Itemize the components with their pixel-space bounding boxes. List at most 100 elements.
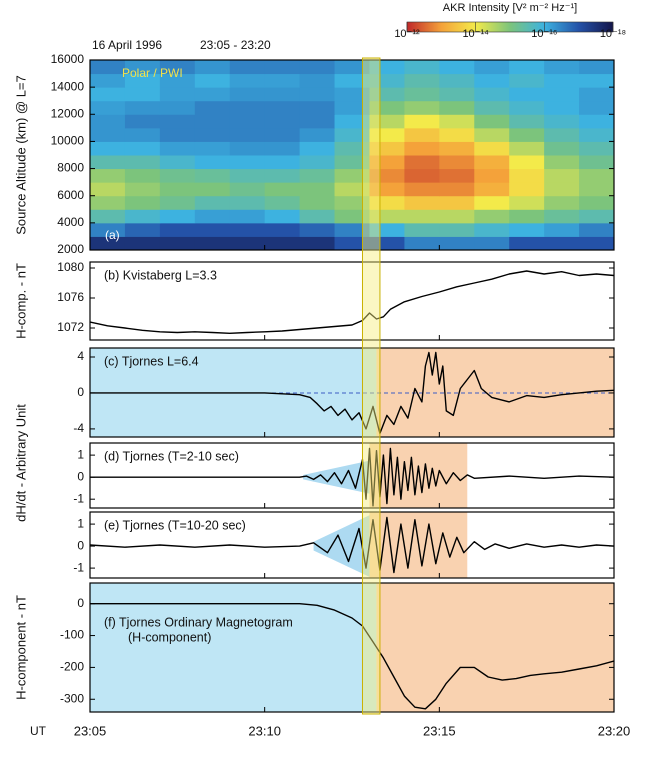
annotation: (c) Tjornes L=6.4 [104,354,199,368]
heatmap-cell [439,73,475,88]
heatmap-cell [124,155,161,170]
heatmap-cell [194,209,231,224]
heatmap-cell [474,73,510,88]
heatmap-cell [544,155,580,170]
heatmap-cell [474,141,510,156]
heatmap-cell [579,209,614,224]
heatmap-cell [229,155,266,170]
heatmap-cell [90,141,126,156]
heatmap-cell [544,100,580,115]
heatmap-cell [159,236,196,250]
y-tick-label: 0 [77,469,84,483]
heatmap-cell [264,155,301,170]
y-tick-label: 12000 [51,106,85,120]
heatmap-cell [334,60,370,75]
heatmap-cell [194,127,231,142]
heatmap-cell [124,236,161,250]
heatmap-cell [299,209,336,224]
heatmap-cell [334,236,370,250]
heatmap-cell [229,182,266,197]
heatmap-cell [229,195,266,210]
heatmap-cell [404,182,440,197]
heatmap-cell [90,60,126,75]
y-tick-label: 10000 [51,134,85,148]
heatmap-cell [369,114,405,129]
heatmap-cell [194,141,231,156]
heatmap-cell [299,155,336,170]
heatmap-cell [264,236,301,250]
highlight [361,57,381,715]
heatmap-cell [264,168,301,183]
y-tick-label: 4 [77,349,84,363]
heatmap-cell [509,155,545,170]
y-axis-label: Source Altitude (km) @ L=7 [13,75,28,235]
heatmap-cell [579,114,614,129]
heatmap-cell [439,236,475,250]
y-tick-label: -100 [60,628,84,642]
heatmap-cell [404,73,440,88]
heatmap-cell [509,60,545,75]
heatmap-cell [404,222,440,237]
heatmap-cell [90,73,126,88]
heatmap-cell [509,182,545,197]
heatmap-cell [90,222,126,237]
heatmap-cell [194,87,231,102]
heatmap-cell [229,127,266,142]
heatmap-cell [579,60,614,75]
heatmap-cell [229,73,266,88]
heatmap-cell [124,114,161,129]
heatmap-cell [124,100,161,115]
heatmap-cell [474,182,510,197]
heatmap-cell [299,60,336,75]
figure-title: 16 April 1996 [92,38,162,52]
heatmap-cell [474,195,510,210]
heatmap-cell [334,195,370,210]
heatmap-cell [509,87,545,102]
heatmap-cell [544,222,580,237]
heatmap-cell [334,127,370,142]
heatmap-cell [544,87,580,102]
heatmap-cell [404,87,440,102]
line [90,447,614,507]
annotation: (H-component) [128,630,211,644]
heatmap-cell [439,127,475,142]
y-tick-label: -300 [60,691,84,705]
heatmap-cell [264,182,301,197]
heatmap-cell [509,195,545,210]
heatmap-cell [404,209,440,224]
heatmap-cell [579,182,614,197]
heatmap-cell [229,141,266,156]
heatmap-cell [579,155,614,170]
heatmap-cell [369,222,405,237]
panel-frame [89,442,615,509]
heatmap-cell [544,195,580,210]
heatmap-cell [194,73,231,88]
heatmap-cell [544,182,580,197]
heatmap-cell [509,114,545,129]
heatmap-cell [544,236,580,250]
heatmap-cell [194,236,231,250]
heatmap-cell [124,195,161,210]
heatmap-cell [369,127,405,142]
heatmap-cell [264,222,301,237]
heatmap-cell [509,100,545,115]
heatmap-cell [439,155,475,170]
heatmap-cell [90,100,126,115]
heatmap-cell [404,236,440,250]
heatmap-cell [124,60,161,75]
colorbar-tick-label: 10⁻¹⁸ [600,28,626,40]
heatmap-cell [194,114,231,129]
figure-subtitle: 23:05 - 23:20 [200,38,271,52]
heatmap-cell [159,209,196,224]
y-tick-label: -1 [73,491,84,505]
heatmap-cell [474,87,510,102]
heatmap-cell [474,222,510,237]
heatmap-cell [404,155,440,170]
heatmap-cell [159,141,196,156]
heatmap-cell [579,127,614,142]
heatmap-cell [509,73,545,88]
x-tick-label: 23:20 [598,723,631,738]
heatmap-cell [369,141,405,156]
heatmap-cell [229,168,266,183]
